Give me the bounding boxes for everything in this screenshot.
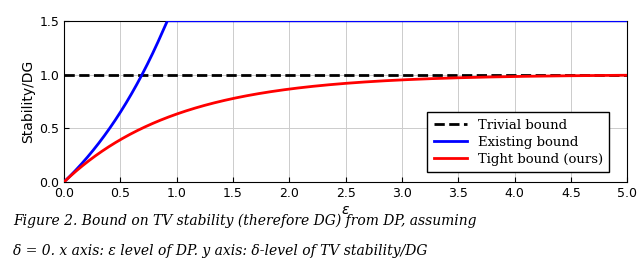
Tight bound (ours) xyxy=(319,84,327,87)
Existing bound xyxy=(607,19,614,22)
Tight bound (ours) xyxy=(623,74,631,77)
Text: δ = 0. x axis: ε level of DP. y axis: δ-level of TV stability/DG: δ = 0. x axis: ε level of DP. y axis: δ-… xyxy=(13,244,428,258)
Tight bound (ours) xyxy=(504,75,511,78)
Existing bound xyxy=(504,19,511,22)
Tight bound (ours) xyxy=(334,82,342,86)
Existing bound xyxy=(319,19,327,22)
Tight bound (ours) xyxy=(89,156,97,159)
X-axis label: ε: ε xyxy=(342,203,349,217)
Trivial bound xyxy=(173,73,180,76)
Y-axis label: Stability/DG: Stability/DG xyxy=(21,60,35,143)
Existing bound xyxy=(60,180,68,184)
Trivial bound xyxy=(60,73,68,76)
Existing bound xyxy=(164,19,172,22)
Existing bound xyxy=(334,19,342,22)
Existing bound xyxy=(623,19,631,22)
Legend: Trivial bound, Existing bound, Tight bound (ours): Trivial bound, Existing bound, Tight bou… xyxy=(428,112,609,172)
Line: Tight bound (ours): Tight bound (ours) xyxy=(64,75,627,182)
Tight bound (ours) xyxy=(607,74,614,77)
Line: Existing bound: Existing bound xyxy=(64,21,627,182)
Text: Figure 2. Bound on TV stability (therefore DG) from DP, assuming: Figure 2. Bound on TV stability (therefo… xyxy=(13,213,476,228)
Existing bound xyxy=(89,149,97,152)
Tight bound (ours) xyxy=(60,180,68,184)
Existing bound xyxy=(607,19,615,22)
Tight bound (ours) xyxy=(607,74,614,77)
